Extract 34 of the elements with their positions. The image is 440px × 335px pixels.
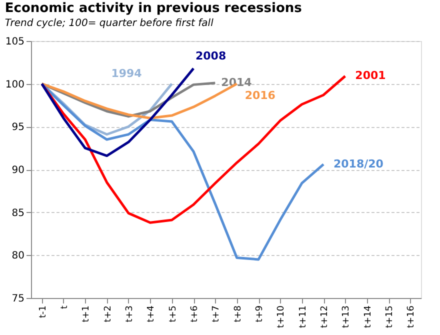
x-tick-label: t+7 [212, 306, 222, 322]
x-tick-label: t-1 [38, 306, 48, 318]
x-tick-label: t+10 [276, 305, 287, 328]
x-tick-label: t+5 [168, 306, 178, 322]
y-tick-label: 105 [5, 36, 24, 48]
x-tick-label: t+2 [103, 306, 114, 322]
series-label: 2018/20 [334, 157, 384, 170]
x-tick-label: t+16 [406, 305, 417, 328]
x-tick-label: t+9 [255, 305, 265, 322]
y-tick-label: 100 [5, 79, 24, 90]
x-tick-label: t+3 [125, 306, 135, 322]
x-tick-label: t [60, 305, 70, 310]
text: 1994 [111, 66, 142, 80]
y-tick-label: 80 [12, 250, 24, 262]
series-label: 2008 [196, 49, 226, 62]
x-tick-label: t+15 [385, 306, 395, 328]
x-tick-label: t+1 [82, 306, 92, 322]
x-tick-label: t+11 [298, 306, 308, 328]
chart-subtitle: Trend cycle; 100= quarter before first fall [4, 18, 214, 29]
x-tick-label: t+4 [146, 305, 157, 322]
series-label: 2001 [355, 69, 386, 82]
x-tick-label: t+13 [342, 306, 352, 328]
x-tick-label: t+12 [320, 306, 330, 328]
line-series [40, 67, 195, 158]
y-tick-label: 85 [12, 208, 24, 219]
series-label: 2016 [244, 88, 276, 102]
y-tick-label: 75 [12, 294, 24, 304]
y-tick-label: 95 [12, 122, 24, 134]
x-tick-label: t+8 [233, 305, 244, 322]
chart-title: Economic activity in previous recessions [4, 1, 302, 16]
y-tick-label: 90 [12, 165, 24, 176]
series-label: 2014 [221, 76, 252, 89]
x-tick-label: t+14 [363, 305, 374, 328]
x-tick-label: t+6 [190, 305, 200, 322]
